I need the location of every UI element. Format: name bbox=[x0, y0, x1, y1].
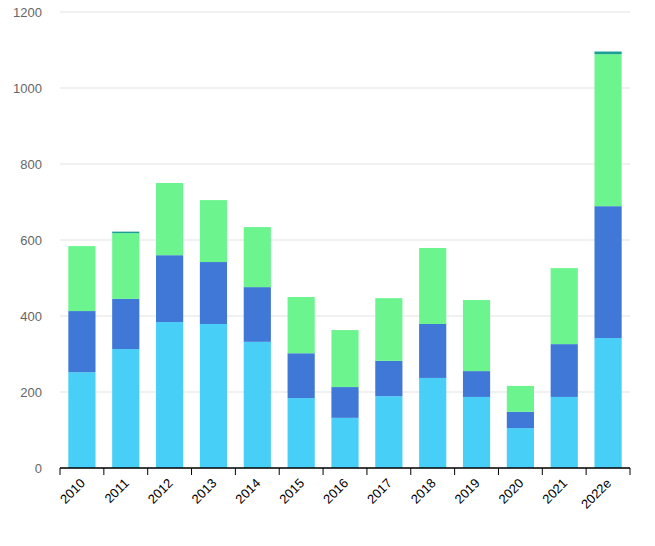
bar-segment bbox=[419, 247, 446, 248]
bar-segment bbox=[200, 262, 227, 324]
bar-segment bbox=[68, 246, 95, 247]
bar-segment bbox=[594, 52, 621, 55]
bar-segment bbox=[156, 183, 183, 255]
bar-segment bbox=[156, 255, 183, 322]
bar-segment bbox=[288, 353, 315, 398]
bar-segment bbox=[156, 322, 183, 468]
bar-segment bbox=[507, 428, 534, 468]
x-tick bbox=[279, 468, 280, 475]
y-tick-label: 200 bbox=[20, 385, 42, 400]
x-tick-label: 2013 bbox=[189, 476, 220, 507]
x-tick bbox=[630, 468, 631, 475]
bar-segment bbox=[68, 246, 95, 311]
bars bbox=[68, 52, 621, 468]
bar-segment bbox=[594, 338, 621, 468]
y-tick-label: 1200 bbox=[13, 5, 42, 20]
bar-segment bbox=[375, 298, 402, 299]
grid-line bbox=[60, 12, 630, 13]
grid-line bbox=[60, 240, 630, 241]
x-tick-label: 2020 bbox=[495, 476, 526, 507]
y-tick-label: 600 bbox=[20, 233, 42, 248]
y-tick-label: 400 bbox=[20, 309, 42, 324]
x-tick-label: 2014 bbox=[232, 476, 263, 507]
x-tick-label: 2017 bbox=[364, 476, 395, 507]
bar-segment bbox=[200, 324, 227, 468]
bar-segment bbox=[463, 300, 490, 371]
bar-segment bbox=[288, 297, 315, 298]
bar-segment bbox=[551, 268, 578, 269]
bar-segment bbox=[112, 233, 139, 299]
grid-line bbox=[60, 468, 630, 469]
x-tick bbox=[586, 468, 587, 475]
bar-segment bbox=[156, 183, 183, 184]
x-tick bbox=[542, 468, 543, 475]
y-tick-label: 800 bbox=[20, 157, 42, 172]
grid-line bbox=[60, 164, 630, 165]
x-tick-label: 2016 bbox=[320, 476, 351, 507]
y-tick-label: 1000 bbox=[13, 81, 42, 96]
bar-segment bbox=[551, 344, 578, 397]
bar-segment bbox=[200, 200, 227, 262]
x-tick bbox=[191, 468, 192, 475]
bar-segment bbox=[463, 371, 490, 397]
grid-line bbox=[60, 88, 630, 89]
bar-segment bbox=[288, 398, 315, 468]
y-tick-label: 0 bbox=[35, 461, 42, 476]
x-tick bbox=[498, 468, 499, 475]
bar-segment bbox=[594, 54, 621, 206]
bar-segment bbox=[594, 206, 621, 338]
x-axis bbox=[60, 467, 630, 469]
x-tick-label: 2015 bbox=[276, 476, 307, 507]
bar-segment bbox=[331, 387, 358, 418]
x-tick-label: 2012 bbox=[145, 476, 176, 507]
bar-segment bbox=[244, 227, 271, 228]
bar-segment bbox=[244, 287, 271, 342]
x-tick bbox=[103, 468, 104, 475]
x-tick-label: 2018 bbox=[408, 476, 439, 507]
bar-segment bbox=[375, 298, 402, 361]
bar-segment bbox=[331, 330, 358, 331]
bar-segment bbox=[507, 412, 534, 428]
x-tick-label: 2019 bbox=[452, 476, 483, 507]
x-tick bbox=[147, 468, 148, 475]
x-tick bbox=[323, 468, 324, 475]
bar-segment bbox=[419, 324, 446, 378]
x-tick bbox=[366, 468, 367, 475]
bar-segment bbox=[463, 397, 490, 468]
x-tick bbox=[454, 468, 455, 475]
x-tick bbox=[60, 468, 61, 475]
bar-segment bbox=[331, 418, 358, 468]
x-tick-label: 2021 bbox=[539, 476, 570, 507]
bar-segment bbox=[288, 297, 315, 353]
bar-segment bbox=[112, 299, 139, 349]
x-tick bbox=[410, 468, 411, 475]
bar-segment bbox=[375, 361, 402, 396]
x-tick-label: 2011 bbox=[102, 476, 132, 506]
grid-line bbox=[60, 316, 630, 317]
bar-segment bbox=[551, 268, 578, 344]
bar-segment bbox=[68, 311, 95, 372]
bar-segment bbox=[419, 378, 446, 468]
bar-segment bbox=[244, 227, 271, 287]
x-tick-label: 2010 bbox=[57, 476, 88, 507]
bar-segment bbox=[375, 396, 402, 468]
x-tick bbox=[235, 468, 236, 475]
bar-segment bbox=[68, 372, 95, 468]
bar-segment bbox=[244, 342, 271, 468]
bar-segment bbox=[507, 386, 534, 412]
chart: 0 200 400 600 800 1000 1200 2010 2011 2012 2013 201… bbox=[0, 0, 655, 546]
bar-segment bbox=[551, 397, 578, 468]
bar-segment bbox=[112, 232, 139, 234]
bar-segment bbox=[112, 349, 139, 468]
bar-segment bbox=[331, 330, 358, 387]
bar-segment bbox=[463, 300, 490, 301]
bar-segment bbox=[507, 385, 534, 386]
x-tick-label: 2022e bbox=[578, 476, 614, 512]
bar-segment bbox=[200, 200, 227, 201]
bar-segment bbox=[419, 248, 446, 324]
